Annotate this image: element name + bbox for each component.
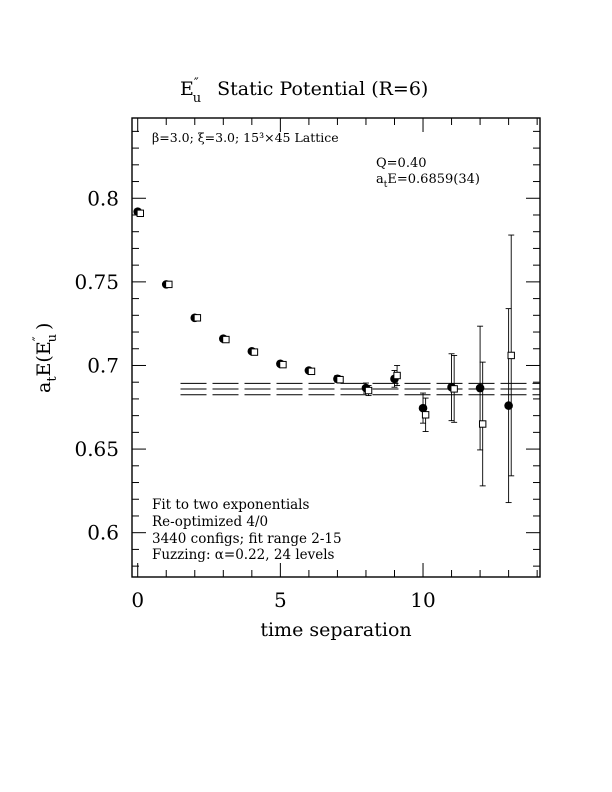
data-point-square [136,209,145,218]
lattice-annotation: β=3.0; ξ=3.0; 15³×45 Lattice [152,130,339,145]
annotation-line-1: Fit to two exponentials [152,497,310,513]
x-axis-label: time separation [260,619,411,641]
x-tick-labels: 0 5 10 [131,588,435,612]
data-points [133,207,515,504]
y-tick-label: 0.65 [74,437,119,461]
data-point-square [279,360,287,369]
data-point-square [421,411,430,419]
data-point-square [507,351,515,360]
x-tick-label: 0 [131,588,144,612]
data-point-square [478,420,487,428]
fit-energy-value: atE=0.6859(34) [376,172,480,190]
y-axis-label: atE(E″u) [31,323,60,393]
plot-border [131,117,541,578]
data-point-square [364,386,373,395]
annotation-line-2: Re-optimized 4/0 [152,514,268,530]
plot-frame [131,117,541,578]
x-tick-label: 5 [274,588,287,612]
x-tick-label: 10 [410,588,435,612]
annotation-line-4: Fuzzing: α=0.22, 24 levels [152,547,335,563]
annotation-line-3: 3440 configs; fit range 2-15 [152,531,342,547]
data-point-square [193,314,202,322]
data-point-square [336,375,344,384]
data-point-square [165,280,173,289]
chart-title: E″ u Static Potential (R=6) [180,76,428,106]
data-point-square [450,385,458,393]
data-point-square [393,371,401,380]
y-tick-labels: 0.6 0.65 0.7 0.75 0.8 [74,186,119,544]
fit-q-value: Q=0.40 [376,156,427,171]
data-point-square [250,348,259,356]
data-point-square [222,335,230,344]
y-tick-label: 0.7 [87,353,119,377]
y-tick-label: 0.75 [74,270,119,294]
y-tick-label: 0.6 [87,521,119,545]
fit-band [180,382,540,396]
data-point-square [307,367,316,376]
y-tick-label: 0.8 [87,186,119,210]
